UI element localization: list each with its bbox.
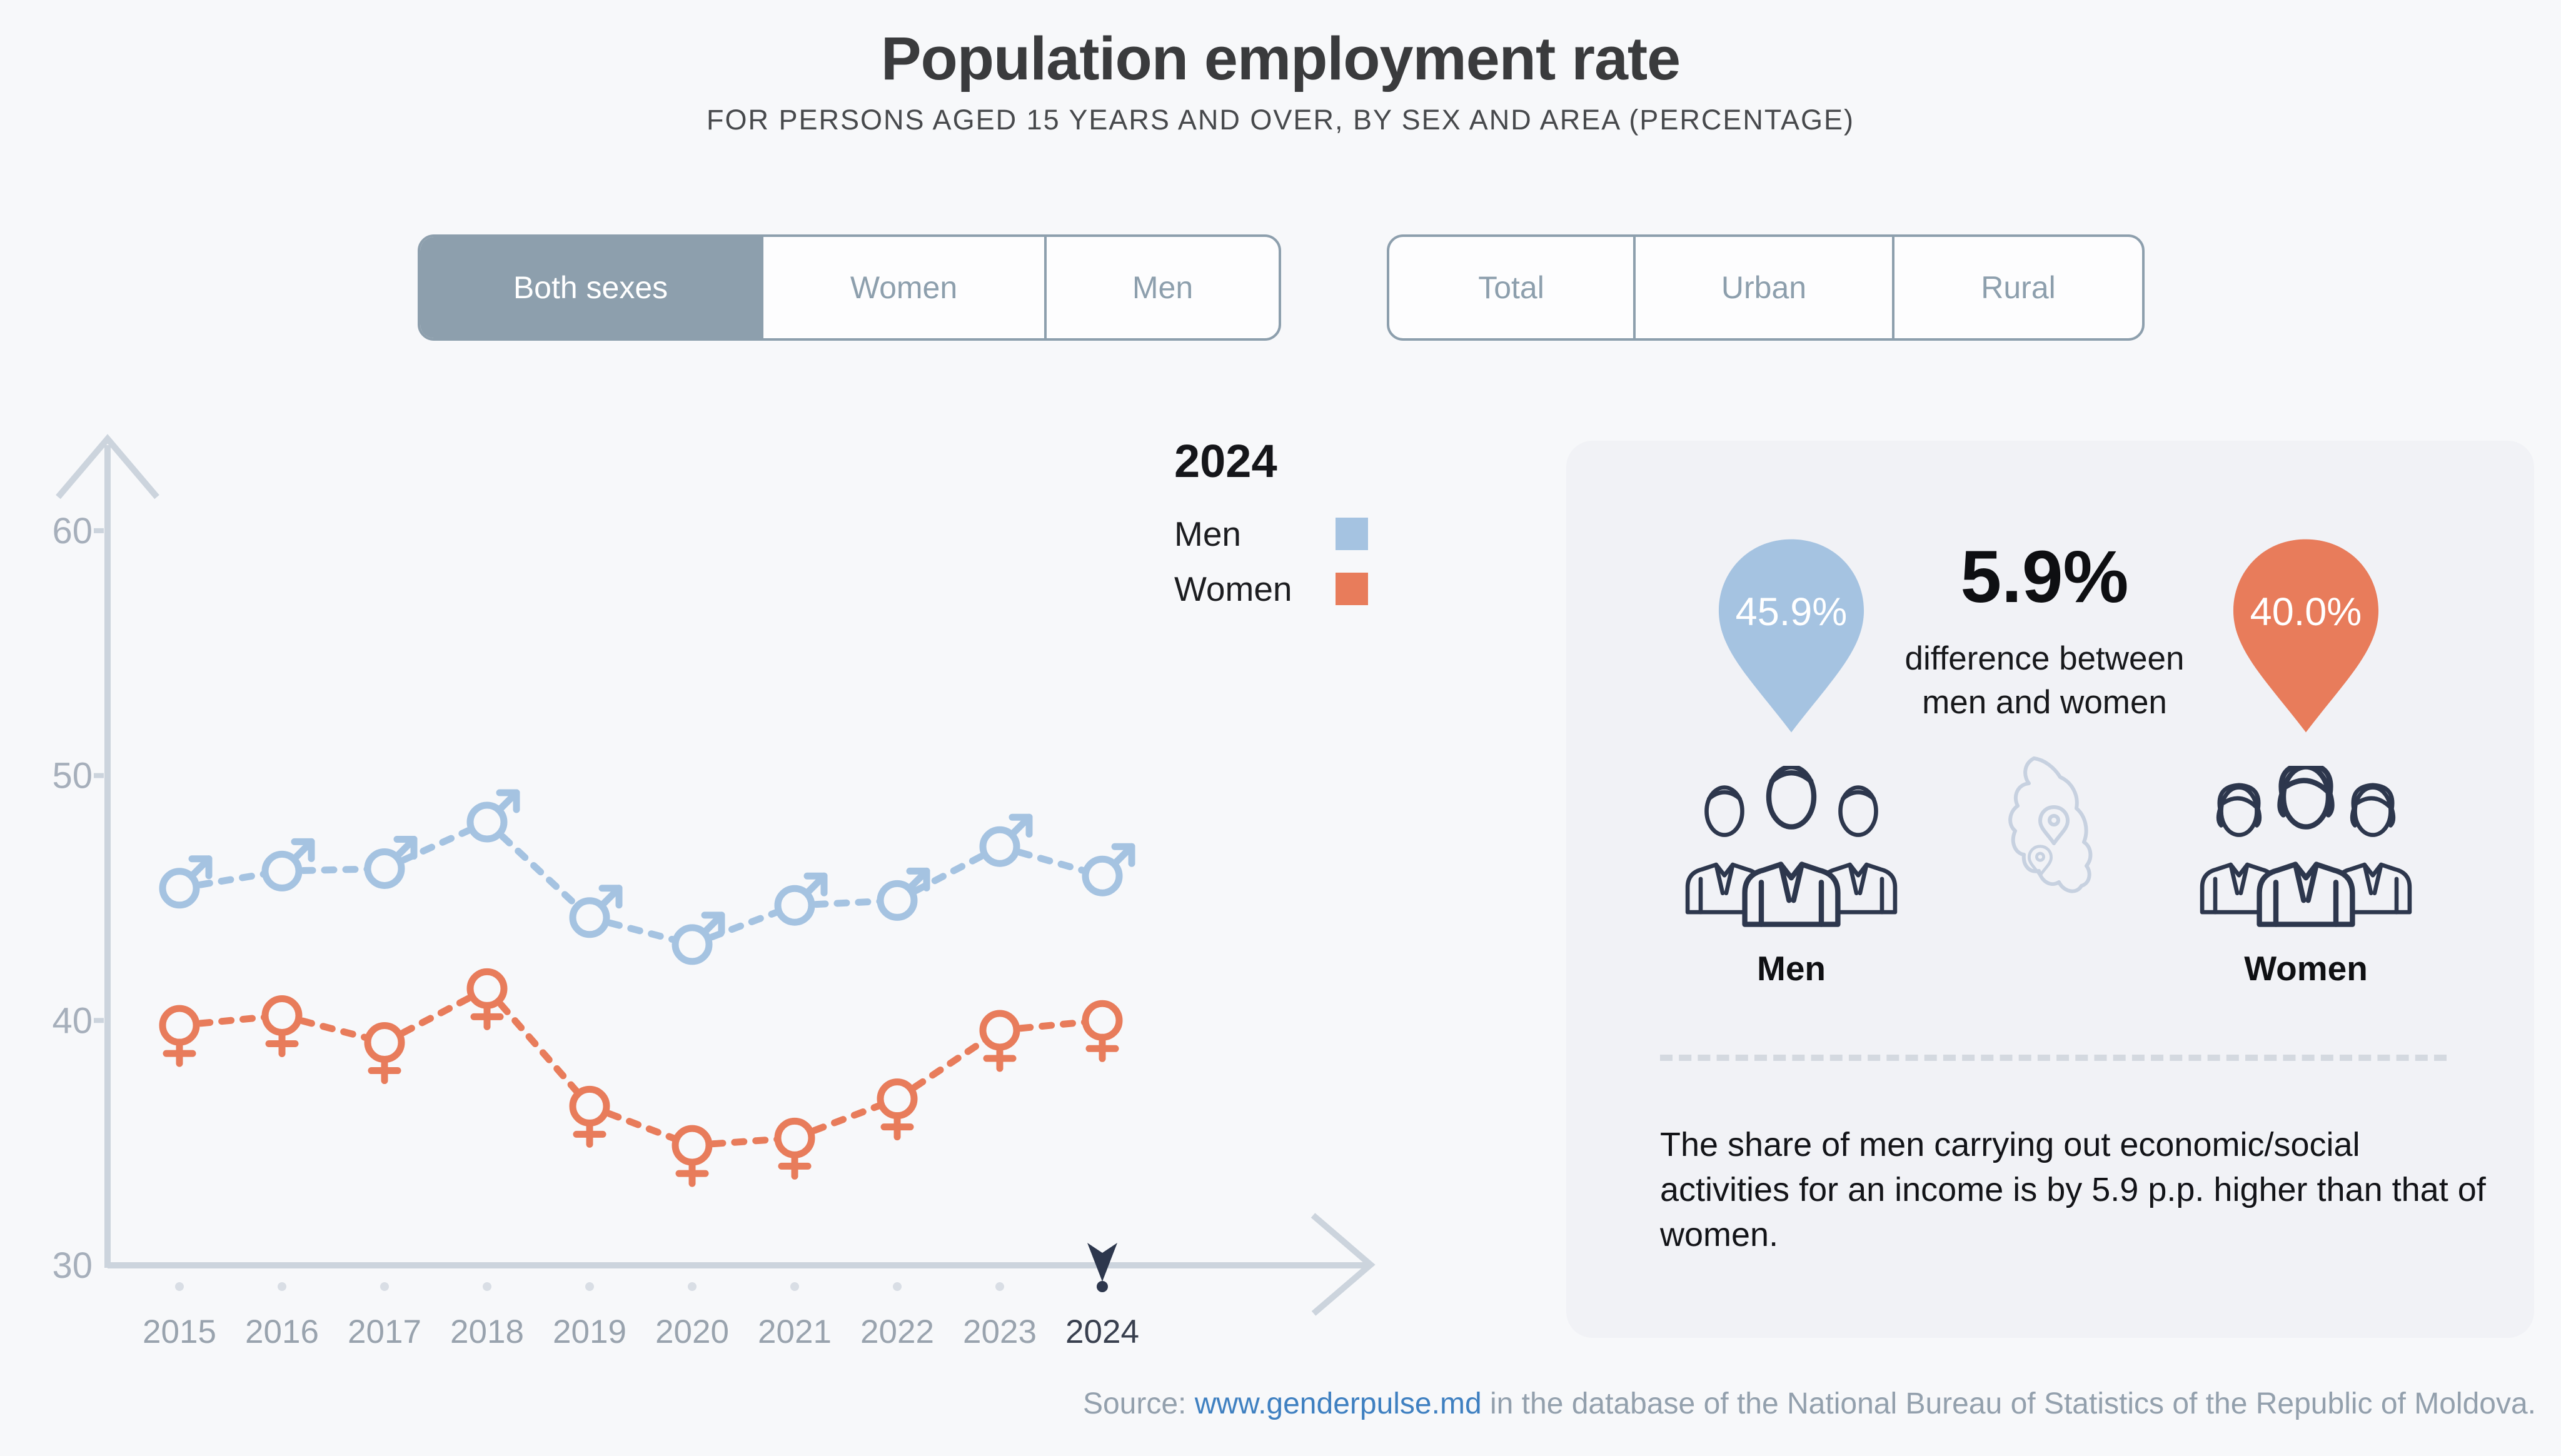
legend-item-women: Women <box>1174 569 1368 609</box>
map-pin-icon <box>2038 805 2070 845</box>
year-label-2024[interactable]: 2024 <box>1065 1313 1139 1350</box>
women-marker-2024[interactable] <box>1082 1000 1123 1062</box>
legend-year: 2024 <box>1174 435 1277 487</box>
men-rate-value: 45.9% <box>1735 590 1848 634</box>
current-year-marker-icon[interactable] <box>1087 1243 1117 1282</box>
y-tick-label-60: 60 <box>52 511 93 551</box>
source-suffix: in the database of the National Bureau o… <box>1481 1387 2536 1420</box>
toggle-women[interactable]: Women <box>761 237 1044 338</box>
men-marker-2016[interactable] <box>261 838 315 891</box>
timeline-dot-2022 <box>893 1282 902 1291</box>
y-tick-label-40: 40 <box>52 1000 93 1041</box>
toggle-total[interactable]: Total <box>1389 237 1633 338</box>
women-marker-2020[interactable] <box>672 1125 713 1187</box>
timeline-dot-2024 <box>1097 1281 1108 1292</box>
sex-toggle-group: Both sexes Women Men <box>418 234 1281 341</box>
panel-description: The share of men carrying out economic/s… <box>1660 1126 2486 1253</box>
source-prefix: Source: <box>1082 1387 1195 1420</box>
timeline-dot-2015 <box>175 1282 184 1291</box>
difference-caption-2: men and women <box>1922 684 2167 721</box>
year-label-2023[interactable]: 2023 <box>963 1313 1037 1350</box>
difference-value: 5.9% <box>1960 536 2129 618</box>
timeline-dot-2019 <box>585 1282 594 1291</box>
men-marker-2023[interactable] <box>979 813 1033 867</box>
timeline-dot-2018 <box>483 1282 491 1291</box>
women-marker-2017[interactable] <box>364 1022 405 1085</box>
timeline-dot-2016 <box>278 1282 286 1291</box>
year-label-2020[interactable]: 2020 <box>655 1313 729 1350</box>
women-rate-value: 40.0% <box>2250 590 2362 634</box>
timeline-dot-2020 <box>688 1282 697 1291</box>
year-label-2022[interactable]: 2022 <box>860 1313 934 1350</box>
toggle-men[interactable]: Men <box>1044 237 1279 338</box>
men-marker-2024[interactable] <box>1082 843 1135 896</box>
timeline-dot-2023 <box>995 1282 1004 1291</box>
y-axis-arrow-icon <box>56 434 159 500</box>
timeline-dot-2017 <box>380 1282 389 1291</box>
women-marker-2019[interactable] <box>569 1085 610 1148</box>
women-marker-2023[interactable] <box>979 1010 1020 1072</box>
men-marker-2018[interactable] <box>466 789 520 843</box>
page-header: Population employment rate FOR PERSONS A… <box>0 24 2561 136</box>
page-subtitle: FOR PERSONS AGED 15 YEARS AND OVER, BY S… <box>706 104 1855 136</box>
y-tick-label-50: 50 <box>52 756 93 796</box>
toggle-both-sexes[interactable]: Both sexes <box>420 237 761 338</box>
moldova-map-icon <box>2008 756 2093 893</box>
source-line: Source: www.genderpulse.md in the databa… <box>1083 1387 2536 1421</box>
men-marker-2017[interactable] <box>364 835 418 889</box>
year-label-2015[interactable]: 2015 <box>143 1313 216 1350</box>
map-pin-icon-2 <box>2027 845 2053 877</box>
men-line-segment <box>483 818 593 921</box>
toggle-rural[interactable]: Rural <box>1892 237 2142 338</box>
women-marker-2022[interactable] <box>877 1078 918 1141</box>
page-title: Population employment rate <box>880 24 1681 93</box>
women-group-label: Women <box>2244 949 2368 988</box>
men-marker-2021[interactable] <box>774 872 828 926</box>
difference-caption: difference between <box>1904 640 2185 677</box>
men-group-label: Men <box>1757 949 1826 988</box>
legend-label-women: Women <box>1174 570 1292 608</box>
legend-swatch-1 <box>1336 573 1368 605</box>
legend-label-men: Men <box>1174 515 1241 553</box>
summary-panel: 45.9% 40.0% 5.9% difference between men … <box>1566 441 2534 1338</box>
y-tick-label-30: 30 <box>52 1245 93 1286</box>
women-line-segment <box>893 1027 1004 1103</box>
men-group-icon <box>1685 766 1898 927</box>
year-label-2021[interactable]: 2021 <box>758 1313 832 1350</box>
women-marker-2015[interactable] <box>159 1005 200 1067</box>
chart-legend: 2024 Men Women <box>1154 434 1379 609</box>
year-label-2016[interactable]: 2016 <box>245 1313 319 1350</box>
men-marker-2022[interactable] <box>877 867 930 921</box>
men-marker-2019[interactable] <box>569 885 623 938</box>
women-pin-icon <box>2233 539 2379 733</box>
legend-swatch-0 <box>1336 518 1368 550</box>
women-marker-2021[interactable] <box>774 1117 815 1180</box>
dashed-divider <box>1660 1055 2447 1061</box>
women-marker-2018[interactable] <box>466 968 508 1030</box>
women-marker-2016[interactable] <box>261 995 303 1057</box>
x-axis-arrow-icon <box>1311 1213 1376 1316</box>
year-label-2018[interactable]: 2018 <box>450 1313 524 1350</box>
timeline-dot-2021 <box>790 1282 799 1291</box>
women-group-icon <box>2200 766 2412 927</box>
toggle-urban[interactable]: Urban <box>1633 237 1892 338</box>
year-label-2019[interactable]: 2019 <box>553 1313 626 1350</box>
men-marker-2020[interactable] <box>672 911 725 965</box>
source-link[interactable]: www.genderpulse.md <box>1194 1387 1482 1420</box>
area-toggle-group: Total Urban Rural <box>1387 234 2145 341</box>
men-pin-icon <box>1718 539 1864 733</box>
legend-item-men: Men <box>1174 514 1368 554</box>
year-label-2017[interactable]: 2017 <box>348 1313 421 1350</box>
women-line-segment <box>483 985 593 1110</box>
men-marker-2015[interactable] <box>159 855 213 909</box>
